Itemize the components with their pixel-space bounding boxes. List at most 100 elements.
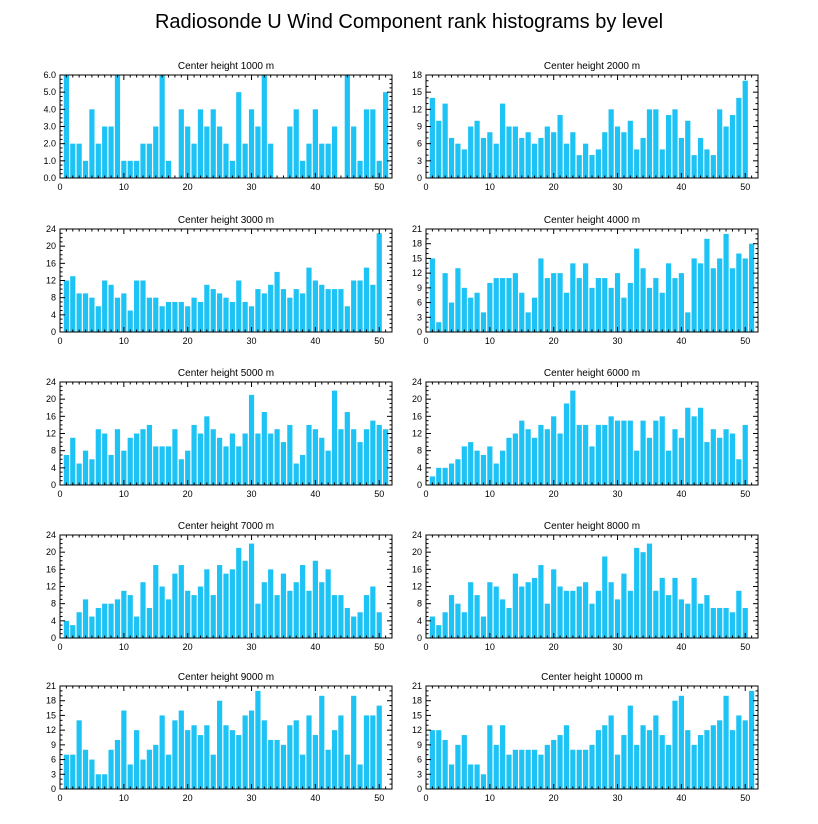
bar <box>608 287 614 332</box>
bar <box>570 132 576 178</box>
bar <box>691 416 697 485</box>
bar <box>442 273 448 332</box>
bar <box>500 599 506 639</box>
bar <box>672 278 678 332</box>
bar <box>519 292 525 332</box>
bar <box>146 143 152 178</box>
bar <box>287 297 293 332</box>
y-tick-label: 9 <box>417 122 422 132</box>
bar <box>102 774 108 789</box>
bar <box>287 725 293 789</box>
y-tick-label: 0 <box>51 633 56 643</box>
y-tick-label: 1.0 <box>43 156 56 166</box>
bar <box>429 97 435 178</box>
bar <box>82 293 89 333</box>
x-tick-label: 10 <box>485 489 495 499</box>
bar <box>544 603 550 638</box>
bar <box>242 560 248 638</box>
bar <box>646 730 653 789</box>
bar <box>544 278 550 332</box>
bar <box>351 695 357 789</box>
bar <box>666 744 672 789</box>
bar <box>229 301 235 332</box>
x-tick-label: 10 <box>119 336 129 346</box>
x-tick-label: 40 <box>310 793 320 803</box>
y-tick-label: 12 <box>46 429 56 439</box>
bar <box>493 143 499 178</box>
bar <box>659 577 665 638</box>
bar <box>634 450 640 485</box>
x-tick-label: 10 <box>119 489 129 499</box>
bar <box>363 715 370 789</box>
bar <box>621 297 627 332</box>
x-tick-label: 0 <box>57 489 62 499</box>
bar <box>557 115 563 178</box>
bar <box>717 720 723 789</box>
bar <box>500 725 506 789</box>
bar <box>153 297 159 332</box>
bar <box>717 437 723 485</box>
bar <box>455 744 461 789</box>
bar <box>538 258 544 332</box>
bar <box>76 720 82 789</box>
bar <box>531 297 538 332</box>
bar <box>691 258 697 332</box>
bar <box>172 720 178 789</box>
bar <box>338 595 344 638</box>
bar <box>325 143 331 178</box>
bar <box>191 725 197 789</box>
y-tick-label: 4 <box>417 463 422 473</box>
bar <box>602 132 608 178</box>
y-tick-label: 15 <box>412 87 422 97</box>
bar <box>614 754 621 789</box>
y-tick-label: 24 <box>46 377 56 387</box>
bar <box>640 268 646 332</box>
bar <box>268 433 274 485</box>
panel-title: Center height 7000 m <box>178 521 274 532</box>
panel-7: Center height 7000 m 0 10 20 30 40 50 0 4 8 12 16 20… <box>46 521 393 652</box>
y-tick-label: 12 <box>46 276 56 286</box>
bar <box>236 446 242 486</box>
bar <box>512 573 518 639</box>
x-tick-label: 50 <box>740 489 750 499</box>
bar <box>268 143 274 178</box>
x-tick-label: 0 <box>57 793 62 803</box>
bar <box>678 273 684 332</box>
bar <box>634 744 640 789</box>
bar <box>608 582 614 638</box>
y-tick-label: 8 <box>51 599 56 609</box>
bar <box>121 293 127 333</box>
bar <box>102 433 108 485</box>
x-tick-label: 10 <box>119 793 129 803</box>
bar <box>723 429 729 485</box>
bar <box>134 433 140 485</box>
bar <box>319 695 325 789</box>
x-tick-label: 10 <box>485 182 495 192</box>
bar <box>351 280 357 332</box>
y-tick-label: 9 <box>51 740 56 750</box>
bar <box>280 442 287 485</box>
bar <box>153 565 159 638</box>
bar <box>576 155 582 178</box>
bar <box>306 267 312 333</box>
bar <box>595 424 601 485</box>
bar <box>210 754 216 789</box>
bar <box>274 271 280 332</box>
bar <box>70 625 76 639</box>
bar <box>595 590 601 638</box>
bar <box>165 599 172 639</box>
bar <box>121 590 127 638</box>
bar <box>357 160 363 178</box>
bar <box>376 160 382 178</box>
bar <box>312 280 318 332</box>
bar <box>159 715 165 789</box>
bar <box>455 268 461 332</box>
bar <box>363 109 370 178</box>
x-tick-label: 40 <box>676 489 686 499</box>
bar <box>697 137 704 178</box>
y-tick-label: 2.0 <box>43 139 56 149</box>
x-tick-label: 50 <box>374 336 384 346</box>
bar <box>210 429 216 485</box>
bar <box>736 590 742 638</box>
bar <box>261 293 267 333</box>
